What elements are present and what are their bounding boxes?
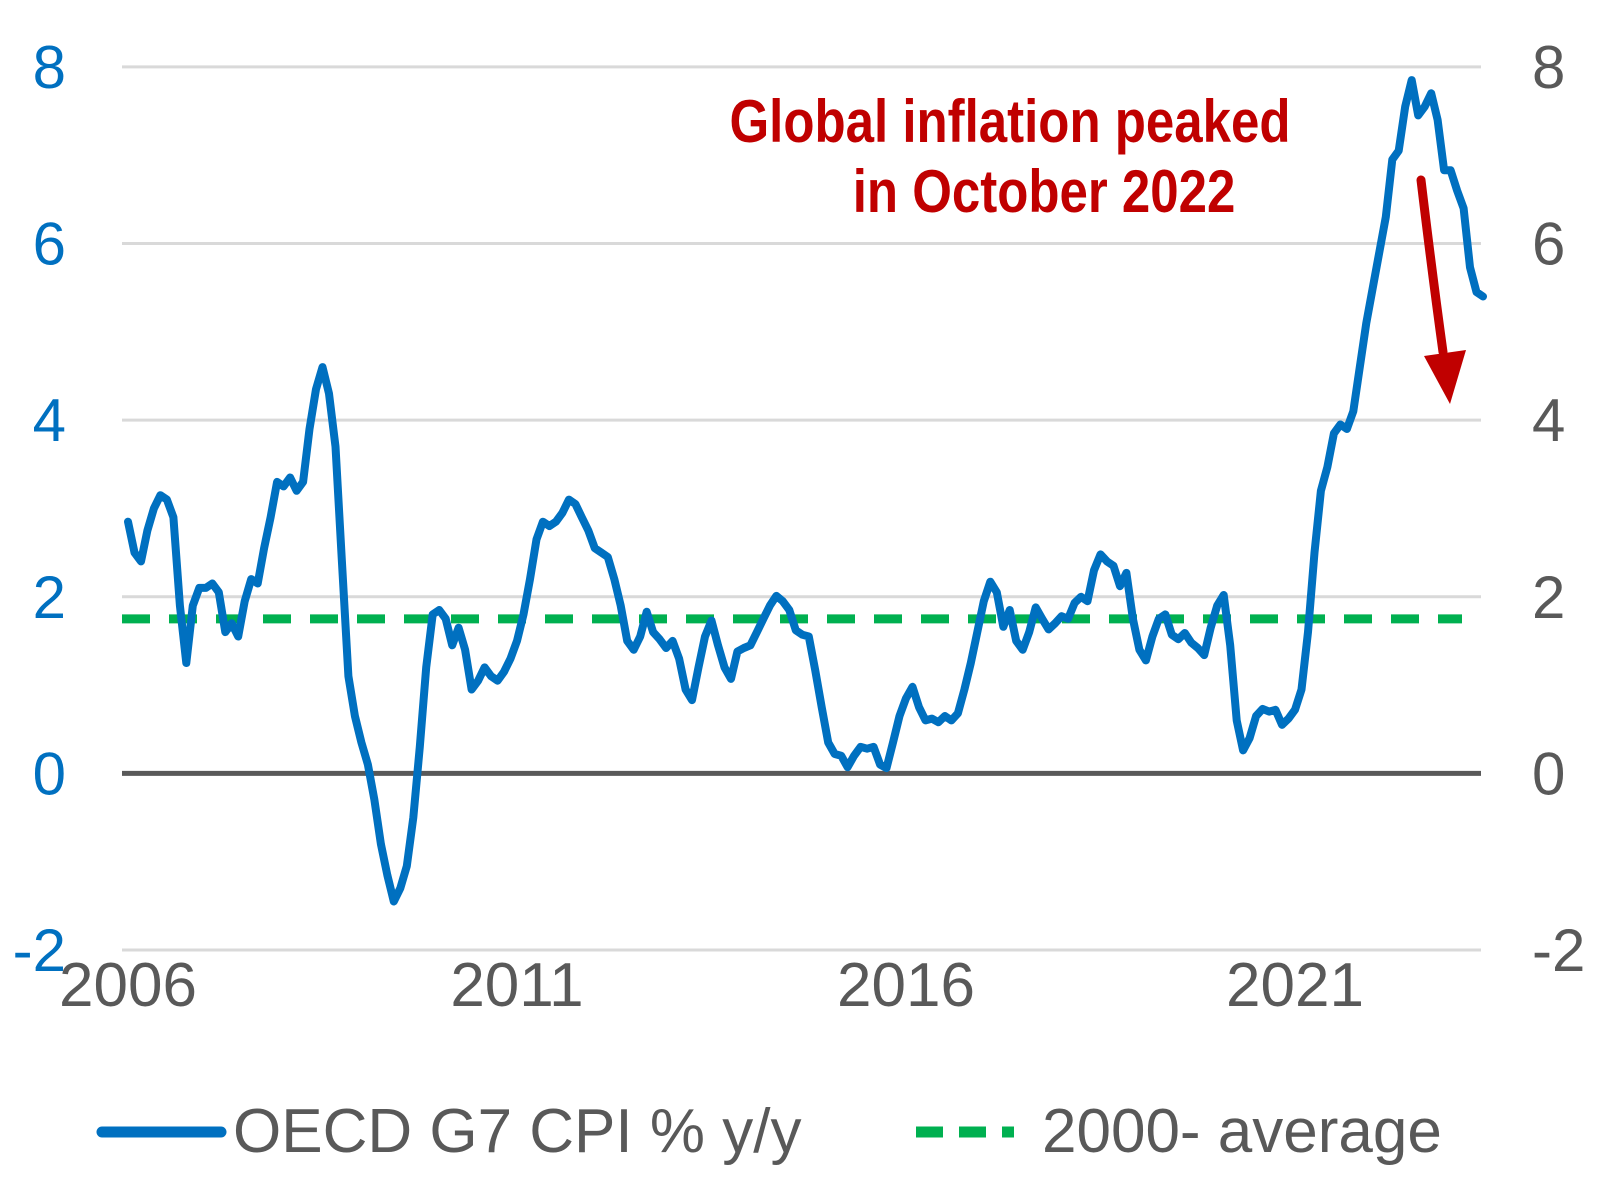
y-tick-label-right: -2 [1532,917,1585,984]
y-tick-label-left: 4 [33,387,66,454]
y-tick-label-left: 6 [33,210,66,277]
x-tick-label: 2006 [59,951,197,1020]
y-axis-left-labels: 8 6 4 2 0 -2 [13,34,66,984]
legend-series-label: OECD G7 CPI % y/y [233,1097,801,1166]
y-tick-label-left: -2 [13,917,66,984]
legend: OECD G7 CPI % y/y 2000- average [96,1097,1442,1166]
y-tick-label-left: 2 [33,564,66,631]
x-axis-labels: 2006 2011 2016 2021 [59,951,1364,1020]
cpi-series-line [124,76,1487,906]
x-tick-label: 2011 [450,951,583,1020]
x-tick-label: 2016 [837,951,975,1020]
gridlines-layer [122,65,1481,952]
y-tick-label-right: 6 [1532,210,1565,277]
y-axis-right-labels: 8 6 4 2 0 -2 [1532,34,1585,984]
y-tick-label-right: 4 [1532,387,1565,454]
legend-average-label: 2000- average [1042,1097,1442,1166]
x-tick-label: 2021 [1226,951,1364,1020]
y-tick-label-left: 0 [33,740,66,807]
annotation-line-1: Global inflation peaked [730,88,1291,155]
down-arrow-icon [1416,175,1466,404]
peak-annotation: Global inflation peaked in October 2022 [730,88,1466,404]
y-tick-label-right: 8 [1532,34,1565,101]
y-tick-label-left: 8 [33,34,66,101]
y-tick-label-right: 2 [1532,564,1565,631]
y-tick-label-right: 0 [1532,740,1565,807]
annotation-line-2: in October 2022 [853,158,1236,225]
